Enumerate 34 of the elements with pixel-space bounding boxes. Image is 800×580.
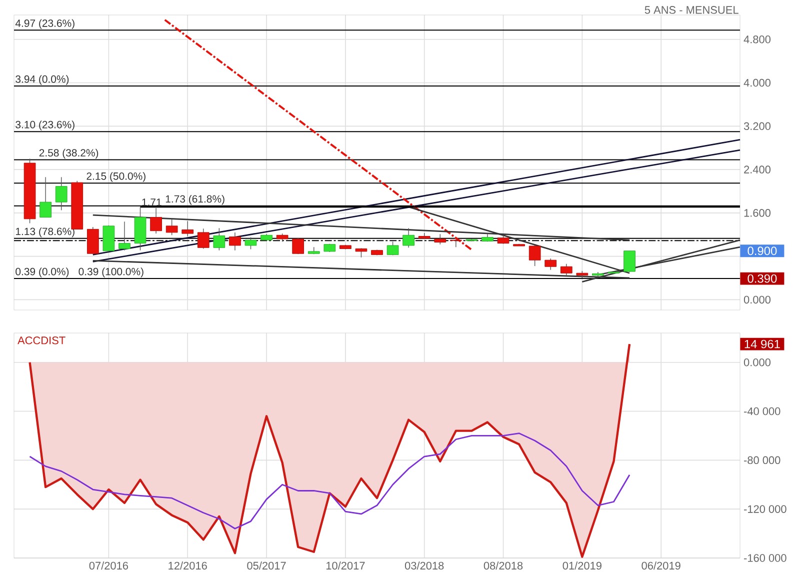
ref-line-label: 4.97 (23.6%)	[15, 19, 74, 29]
x-tick-label: 03/2018	[404, 562, 444, 570]
ref-line-label: 0.39 (0.0%)	[16, 268, 69, 278]
x-tick-label: 05/2017	[247, 562, 286, 570]
text: 0.900	[748, 246, 777, 256]
x-tick-label: 07/2016	[89, 562, 128, 570]
chart-subtitle: 5 ANS - MENSUEL	[644, 6, 738, 14]
y-tick-label: -80 000	[744, 456, 780, 464]
ref-line-label: 3.10 (23.6%)	[16, 120, 74, 130]
x-tick-label: 01/2019	[562, 562, 602, 570]
ref-line-label: 2.15 (50.0%)	[86, 172, 146, 182]
ref-line-label: 1.73 (61.8%)	[166, 194, 224, 205]
y-tick-label: 1.600	[744, 209, 771, 217]
y-tick-label: -160 000	[744, 554, 786, 562]
x-tick-label: 08/2018	[484, 562, 523, 570]
text: 0.390	[748, 274, 777, 283]
chart-title: ACCDIST	[18, 336, 66, 344]
y-tick-label: 4.800	[744, 36, 771, 44]
y-tick-label: 0.000	[744, 296, 771, 304]
ref-line-label: 1.13 (78.6%)	[16, 227, 74, 238]
ref-line-label: 3.94 (0.0%)	[16, 75, 69, 85]
x-tick-label: 06/2019	[642, 562, 680, 570]
y-tick-label: 2.400	[744, 166, 771, 174]
text: 14 961	[744, 340, 780, 348]
annotation: 1.71	[142, 198, 162, 206]
annotation: 0.39 (100.0%)	[78, 268, 144, 278]
y-tick-label: 4.000	[744, 78, 771, 87]
x-tick-label: 12/2016	[168, 562, 207, 570]
y-tick-label: -40 000	[744, 407, 780, 416]
y-tick-label: 3.200	[744, 122, 771, 130]
y-tick-label: 0.000	[744, 358, 771, 366]
y-tick-label: -120 000	[744, 505, 786, 513]
ref-line-label: 2.58 (38.2%)	[39, 148, 98, 159]
x-tick-label: 10/2017	[326, 562, 365, 570]
